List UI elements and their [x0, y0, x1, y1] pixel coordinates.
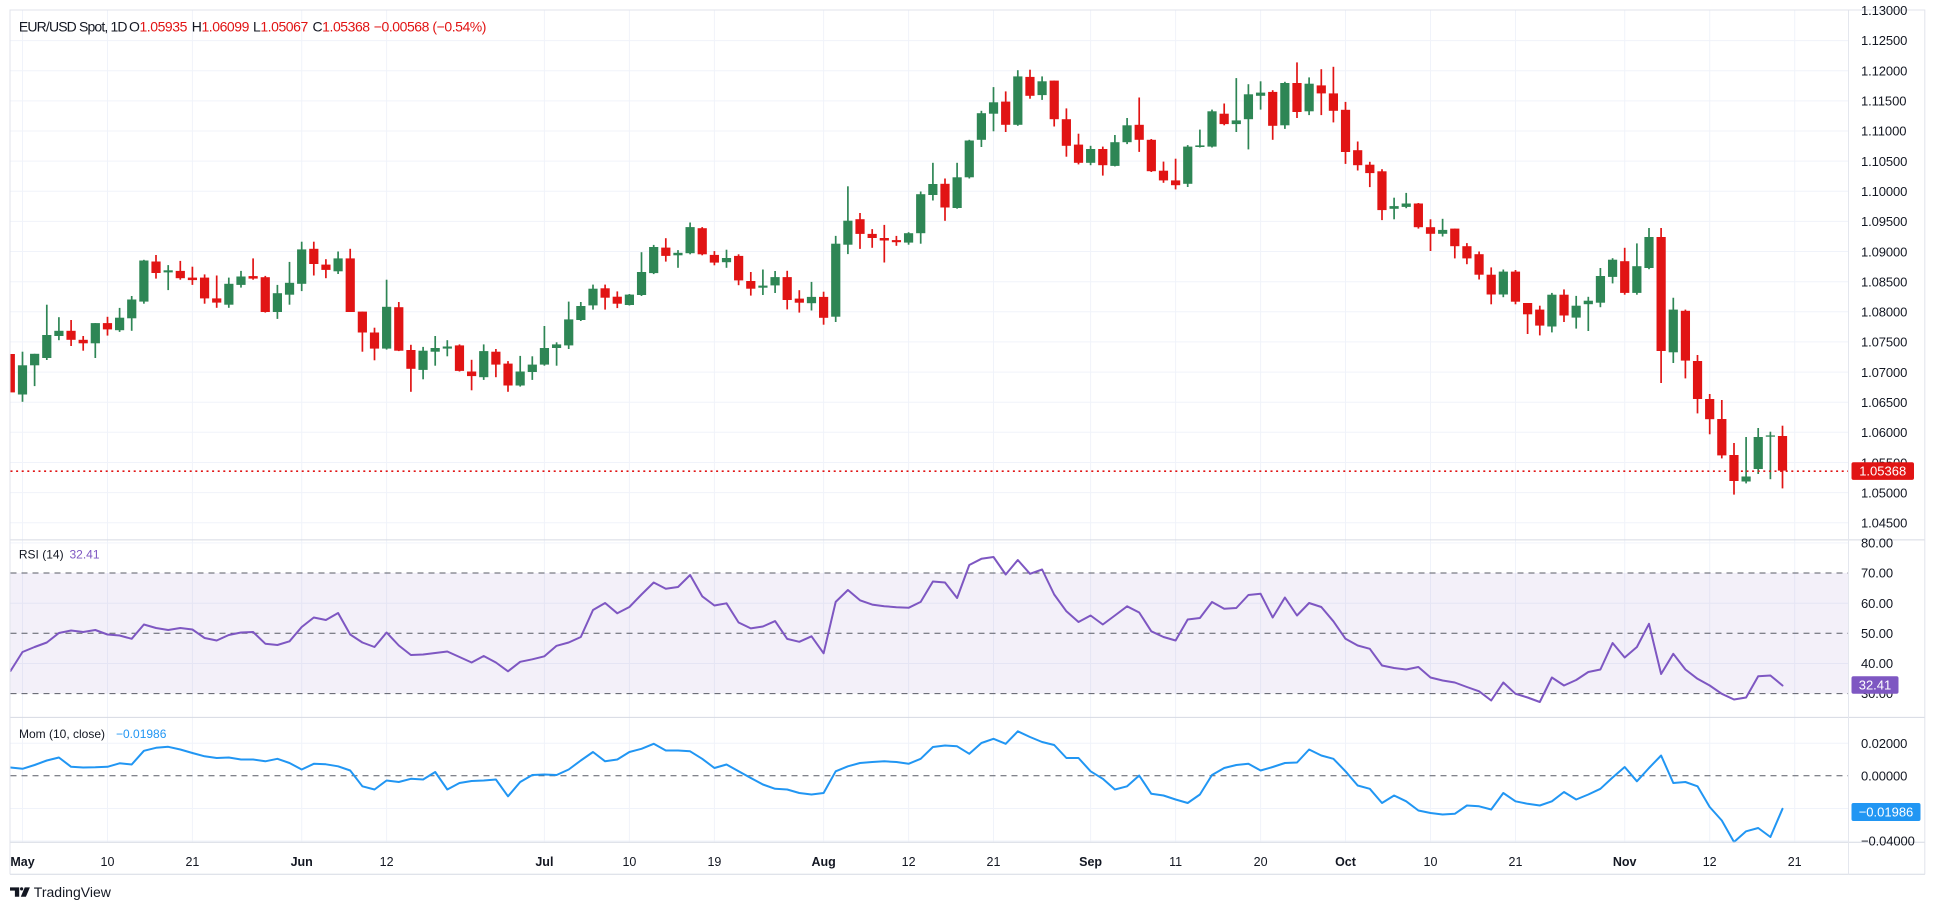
svg-text:21: 21	[185, 855, 199, 869]
svg-text:−0.04000: −0.04000	[1861, 834, 1915, 849]
svg-text:Aug: Aug	[811, 855, 835, 869]
svg-text:11: 11	[1169, 855, 1182, 869]
svg-text:O1.05935: O1.05935	[129, 19, 188, 35]
svg-text:Oct: Oct	[1335, 855, 1357, 869]
svg-text:1.11500: 1.11500	[1861, 94, 1906, 109]
svg-text:0.02000: 0.02000	[1861, 736, 1907, 751]
svg-text:Nov: Nov	[1613, 855, 1637, 869]
svg-text:10: 10	[1424, 855, 1438, 869]
svg-text:EUR/USD Spot, 1D: EUR/USD Spot, 1D	[19, 19, 128, 35]
svg-text:1.11000: 1.11000	[1861, 124, 1906, 139]
svg-text:32.41: 32.41	[70, 547, 100, 561]
svg-text:12: 12	[1703, 855, 1717, 869]
svg-text:1.08500: 1.08500	[1861, 274, 1907, 289]
svg-text:12: 12	[380, 855, 394, 869]
svg-text:60.00: 60.00	[1861, 596, 1893, 611]
svg-text:−0.00568 (−0.54%): −0.00568 (−0.54%)	[374, 19, 486, 35]
svg-text:20: 20	[1254, 855, 1268, 869]
svg-text:1.10500: 1.10500	[1861, 154, 1907, 169]
svg-text:1.10000: 1.10000	[1861, 184, 1907, 199]
svg-text:1.05368: 1.05368	[1859, 464, 1906, 479]
svg-text:10: 10	[101, 855, 115, 869]
svg-text:Mom (10, close): Mom (10, close)	[19, 727, 105, 741]
svg-text:1.07000: 1.07000	[1861, 365, 1907, 380]
svg-text:L1.05067: L1.05067	[253, 19, 308, 35]
svg-text:−0.01986: −0.01986	[1859, 805, 1914, 820]
svg-text:0.00000: 0.00000	[1861, 768, 1907, 783]
svg-text:Sep: Sep	[1079, 855, 1102, 869]
svg-text:1.12000: 1.12000	[1861, 63, 1907, 78]
svg-text:Jul: Jul	[535, 855, 553, 869]
svg-text:1.09000: 1.09000	[1861, 244, 1907, 259]
svg-text:C1.05368: C1.05368	[313, 19, 371, 35]
svg-text:1.06000: 1.06000	[1861, 425, 1907, 440]
svg-text:19: 19	[707, 855, 721, 869]
svg-text:21: 21	[987, 855, 1001, 869]
svg-text:50.00: 50.00	[1861, 626, 1893, 641]
svg-text:1.07500: 1.07500	[1861, 335, 1907, 350]
svg-text:12: 12	[902, 855, 916, 869]
svg-text:1.04500: 1.04500	[1861, 516, 1907, 531]
svg-text:21: 21	[1788, 855, 1802, 869]
svg-text:H1.06099: H1.06099	[192, 19, 250, 35]
svg-text:1.13000: 1.13000	[1861, 3, 1907, 18]
svg-text:40.00: 40.00	[1861, 656, 1893, 671]
svg-text:Jun: Jun	[291, 855, 313, 869]
svg-text:80.00: 80.00	[1861, 536, 1893, 551]
svg-text:1.09500: 1.09500	[1861, 214, 1907, 229]
svg-text:May: May	[10, 855, 34, 869]
svg-text:RSI (14): RSI (14)	[19, 547, 64, 561]
svg-text:10: 10	[622, 855, 636, 869]
svg-text:32.41: 32.41	[1859, 678, 1892, 693]
svg-text:1.06500: 1.06500	[1861, 395, 1907, 410]
svg-text:70.00: 70.00	[1861, 566, 1893, 581]
svg-text:1.05000: 1.05000	[1861, 486, 1907, 501]
svg-text:21: 21	[1509, 855, 1523, 869]
svg-text:1.08000: 1.08000	[1861, 305, 1907, 320]
svg-text:TradingView: TradingView	[34, 884, 112, 900]
svg-text:1.12500: 1.12500	[1861, 33, 1907, 48]
svg-text:−0.01986: −0.01986	[116, 727, 167, 741]
